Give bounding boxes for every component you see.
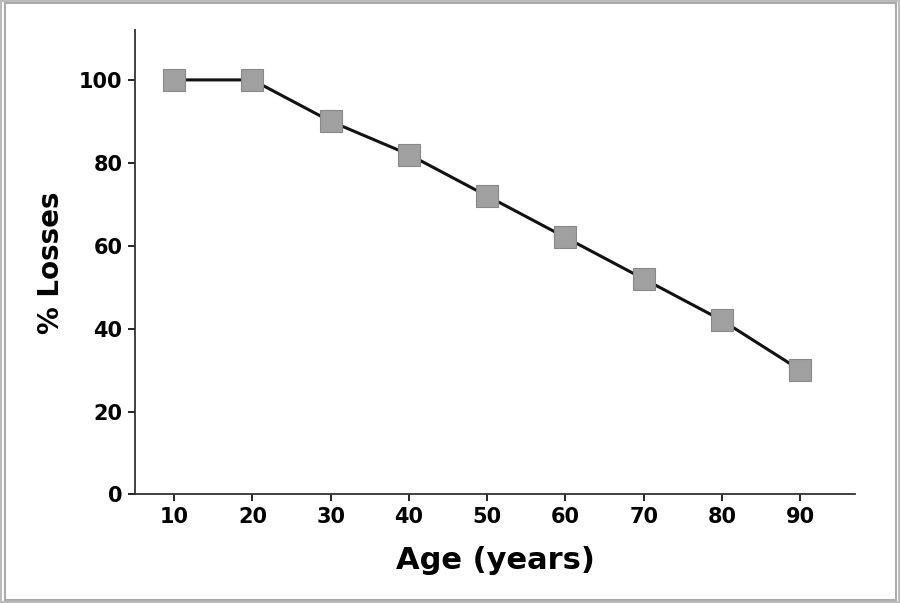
Y-axis label: % Losses: % Losses [37,191,65,333]
X-axis label: Age (years): Age (years) [396,546,594,575]
